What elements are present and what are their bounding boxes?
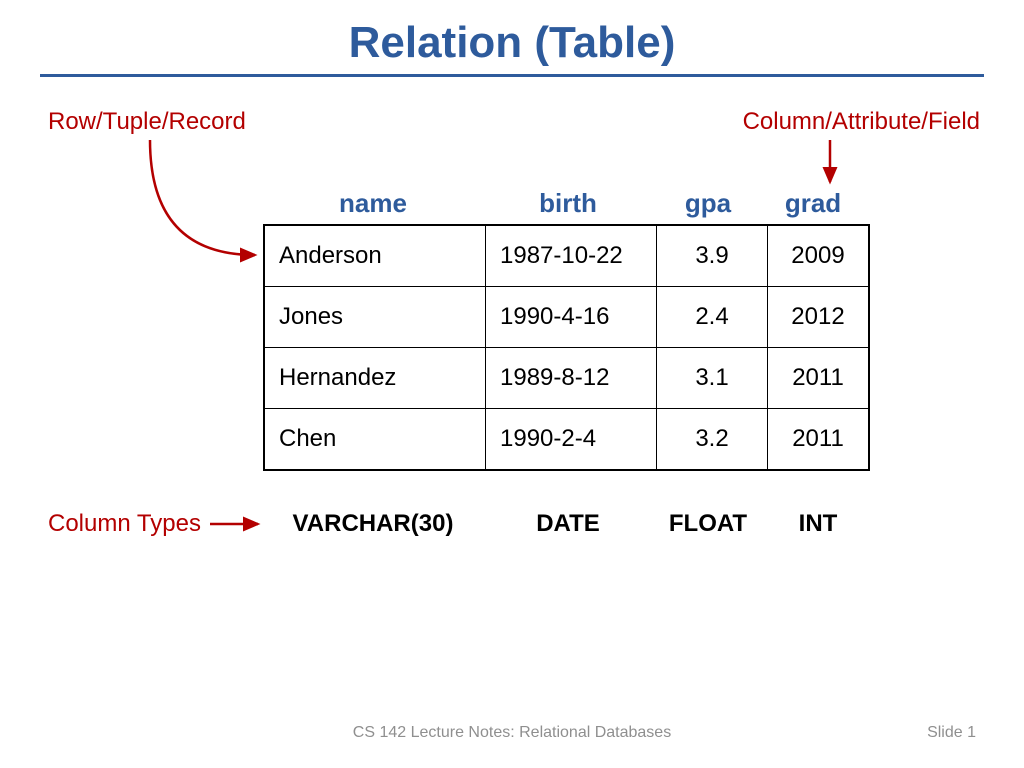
cell-gpa: 3.9 bbox=[657, 225, 768, 287]
cell-grad: 2011 bbox=[768, 348, 870, 409]
cell-grad: 2009 bbox=[768, 225, 870, 287]
type-name: VARCHAR(30) bbox=[263, 510, 483, 538]
annotation-row: Row/Tuple/Record bbox=[48, 108, 246, 136]
cell-gpa: 3.2 bbox=[657, 409, 768, 471]
cell-birth: 1987-10-22 bbox=[486, 225, 657, 287]
column-types: VARCHAR(30) DATE FLOAT INT bbox=[263, 510, 873, 538]
relation-table: Anderson 1987-10-22 3.9 2009 Jones 1990-… bbox=[263, 224, 870, 471]
cell-gpa: 3.1 bbox=[657, 348, 768, 409]
cell-grad: 2011 bbox=[768, 409, 870, 471]
type-gpa: FLOAT bbox=[653, 510, 763, 538]
header-birth: birth bbox=[483, 188, 653, 219]
cell-gpa: 2.4 bbox=[657, 287, 768, 348]
slide-title: Relation (Table) bbox=[0, 0, 1024, 74]
arrow-row-icon bbox=[150, 140, 255, 255]
annotation-types: Column Types bbox=[48, 510, 201, 538]
footer-right: Slide 1 bbox=[927, 724, 976, 742]
footer-center: CS 142 Lecture Notes: Relational Databas… bbox=[0, 724, 1024, 742]
cell-name: Hernandez bbox=[264, 348, 486, 409]
cell-birth: 1990-2-4 bbox=[486, 409, 657, 471]
table-row: Hernandez 1989-8-12 3.1 2011 bbox=[264, 348, 869, 409]
table-row: Jones 1990-4-16 2.4 2012 bbox=[264, 287, 869, 348]
cell-birth: 1990-4-16 bbox=[486, 287, 657, 348]
header-name: name bbox=[263, 188, 483, 219]
slide: Relation (Table) Row/Tuple/Record Column… bbox=[0, 0, 1024, 768]
cell-name: Chen bbox=[264, 409, 486, 471]
type-grad: INT bbox=[763, 510, 873, 538]
annotation-column: Column/Attribute/Field bbox=[743, 108, 980, 136]
cell-name: Jones bbox=[264, 287, 486, 348]
cell-name: Anderson bbox=[264, 225, 486, 287]
title-underline bbox=[40, 74, 984, 77]
cell-birth: 1989-8-12 bbox=[486, 348, 657, 409]
cell-grad: 2012 bbox=[768, 287, 870, 348]
header-grad: grad bbox=[763, 188, 863, 219]
table-row: Chen 1990-2-4 3.2 2011 bbox=[264, 409, 869, 471]
table-row: Anderson 1987-10-22 3.9 2009 bbox=[264, 225, 869, 287]
type-birth: DATE bbox=[483, 510, 653, 538]
table-headers: name birth gpa grad bbox=[263, 188, 863, 219]
header-gpa: gpa bbox=[653, 188, 763, 219]
